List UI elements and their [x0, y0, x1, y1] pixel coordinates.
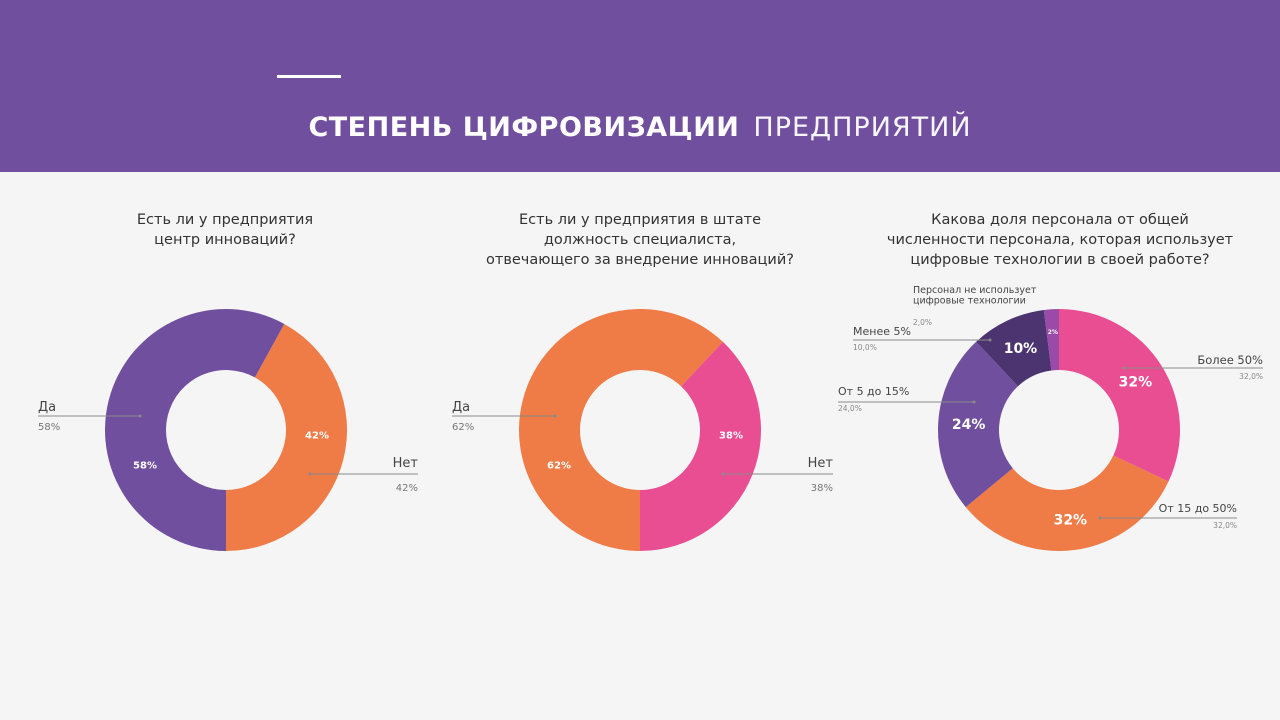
chart-3-slice-label-5: 2%	[1048, 329, 1058, 336]
chart-3-slice-label-3: 24%	[952, 417, 986, 433]
chart-3-slice-label-2: 32%	[1054, 513, 1088, 529]
chart-2-leader-da-dot	[553, 414, 557, 418]
chart-3-slice-4	[976, 309, 1052, 387]
chart-3-legend-value-5: 2,0%	[913, 318, 932, 327]
chart-3-legend-label-1: Более 50%	[1197, 353, 1263, 367]
chart-3-legend-value-3: 24,0%	[838, 404, 862, 413]
chart-3-legend-value-1: 32,0%	[1239, 372, 1263, 381]
chart-1-slice-label-2: 58%	[133, 461, 157, 472]
chart-2-slice-2	[519, 309, 723, 551]
chart-1-slice-1	[226, 323, 348, 551]
chart-1-legend-value-net: 42%	[396, 483, 418, 494]
chart-3-slice-label-4: 10%	[1004, 341, 1038, 357]
chart-2-legend-value-net: 38%	[811, 483, 833, 494]
page-title-bold: СТЕПЕНЬ ЦИФРОВИЗАЦИИ	[308, 112, 740, 143]
chart-2-question: Есть ли у предприятия в штате должность …	[486, 212, 794, 268]
chart-3-slice-1	[1059, 309, 1181, 482]
chart-3-legend-label-4: Менее 5%	[853, 325, 911, 338]
chart-3-slice-label-1: 32%	[1119, 374, 1153, 390]
chart-3-legend-value-2: 32,0%	[1213, 521, 1237, 530]
chart-3-leader-1-dot	[1122, 366, 1126, 370]
chart-3-slice-5	[1043, 309, 1059, 371]
page-title-light: ПРЕДПРИЯТИЙ	[753, 112, 972, 143]
chart-3-legend-value-4: 10,0%	[853, 343, 877, 352]
chart-3-leader-3-dot	[972, 400, 976, 404]
chart-2-slice-1	[640, 341, 762, 551]
chart-2-legend-label-da: Да	[452, 400, 470, 415]
page-title: СТЕПЕНЬ ЦИФРОВИЗАЦИИ ПРЕДПРИЯТИЙ	[0, 112, 1280, 143]
chart-2-leader-net-dot	[721, 472, 725, 476]
chart-2-slice-label-2: 62%	[547, 461, 571, 472]
chart-2-legend-label-net: Нет	[808, 456, 834, 471]
chart-1-legend-label-da: Да	[38, 400, 56, 415]
header-accent-line	[277, 75, 341, 78]
chart-2-legend-value-da: 62%	[452, 422, 474, 433]
chart-1-legend-label-net: Нет	[393, 456, 419, 471]
chart-3-slice-2	[965, 455, 1169, 551]
chart-3-question: Какова доля персонала от общей численнос…	[886, 212, 1234, 268]
chart-3-legend-label-2: От 15 до 50%	[1159, 502, 1237, 515]
chart-3-slice-3	[937, 341, 1018, 508]
chart-2-slice-label-1: 38%	[719, 431, 743, 442]
chart-3-legend-label-5: Персонал не использует цифровые технологи…	[913, 285, 1037, 306]
chart-3-leader-2-dot	[1098, 516, 1102, 520]
chart-1-question: Есть ли у предприятия центр инноваций?	[136, 212, 314, 248]
chart-1-leader-net-dot	[308, 472, 312, 476]
chart-3-leader-4-dot	[988, 338, 992, 342]
chart-1-slice-label-1: 42%	[305, 431, 329, 442]
chart-1-leader-da-dot	[138, 414, 142, 418]
chart-1-legend-value-da: 58%	[38, 422, 60, 433]
chart-3-legend-label-3: От 5 до 15%	[838, 385, 909, 398]
chart-1-slice-2	[105, 309, 285, 551]
header-banner: СТЕПЕНЬ ЦИФРОВИЗАЦИИ ПРЕДПРИЯТИЙ	[0, 0, 1280, 172]
